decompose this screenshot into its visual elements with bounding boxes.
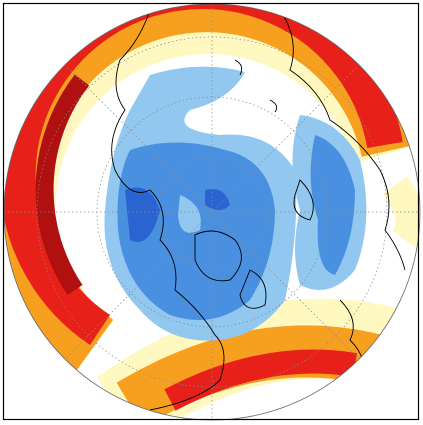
anomaly-strong-negative bbox=[310, 135, 355, 275]
frame bbox=[2, 2, 420, 421]
anomaly-peak-positive bbox=[35, 74, 90, 296]
anomaly-peak-negative bbox=[125, 187, 160, 242]
coastlines bbox=[111, 9, 406, 411]
anomaly-light-positive bbox=[382, 176, 420, 249]
anomaly-strong-positive bbox=[164, 349, 357, 411]
anomaly-negative bbox=[178, 195, 201, 233]
graticule bbox=[4, 4, 420, 420]
anomaly-peak-negative bbox=[205, 189, 230, 210]
